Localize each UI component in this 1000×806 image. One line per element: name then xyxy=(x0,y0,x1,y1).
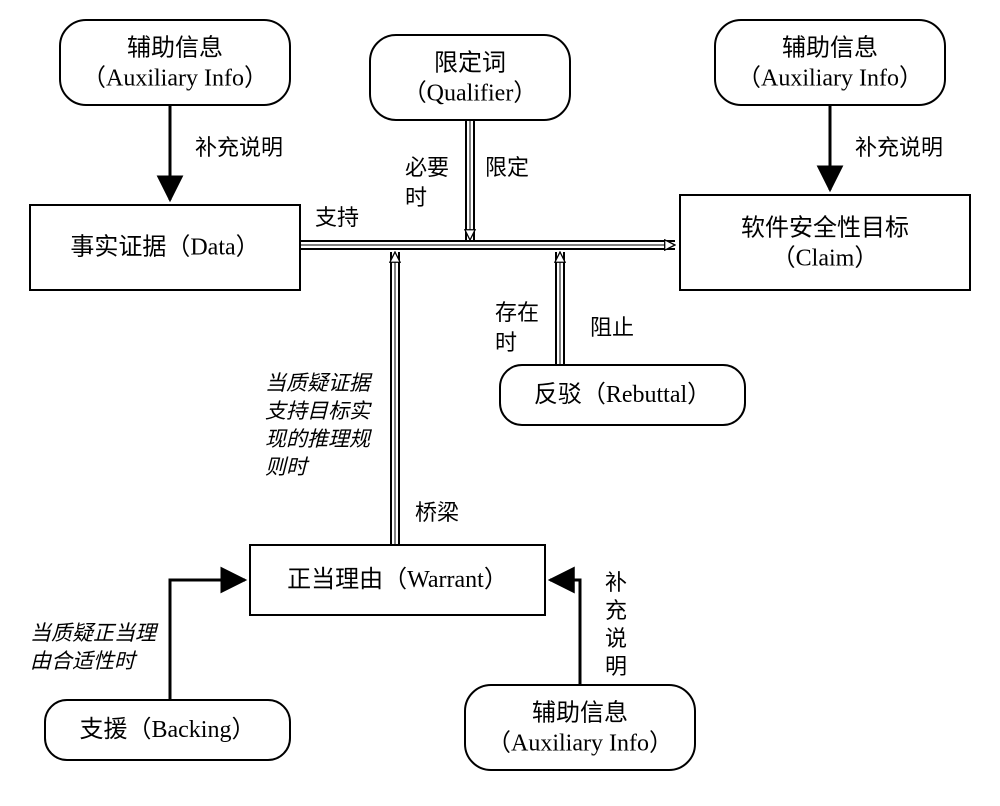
label-l2: 补充说明 xyxy=(855,135,943,160)
node-text: 正当理由（Warrant） xyxy=(287,566,508,593)
node-text: （Auxiliary Info） xyxy=(487,731,673,757)
node-text: 软件安全性目标 xyxy=(741,215,909,242)
node-text: （Auxiliary Info） xyxy=(82,66,268,92)
label-v1: 补 xyxy=(605,570,627,595)
node-backing: 支援（Backing） xyxy=(45,700,290,760)
label-l4a: 必要 xyxy=(405,155,449,180)
label-l5: 限定 xyxy=(485,155,529,180)
node-aux_b: 辅助信息 （Auxiliary Info） xyxy=(465,685,695,770)
label-l3: 支持 xyxy=(315,205,359,230)
label-w_note3: 现的推理规 xyxy=(265,427,373,451)
label-l4b: 时 xyxy=(405,185,427,210)
node-text: 支援（Backing） xyxy=(80,716,256,743)
node-text: 限定词 xyxy=(434,50,506,77)
label-b_note2: 由合适性时 xyxy=(30,649,138,673)
label-l8: 桥梁 xyxy=(415,500,459,525)
edge-backing_to_warrant xyxy=(170,580,245,700)
label-w_note1: 当质疑证据 xyxy=(265,371,373,395)
label-l6a: 存在 xyxy=(495,300,539,325)
diagram-canvas: 辅助信息 （Auxiliary Info） 限定词 （Qualifier） 辅助信息 （A… xyxy=(0,0,1000,806)
node-text: 辅助信息 xyxy=(127,35,223,62)
label-l7: 阻止 xyxy=(590,315,634,340)
label-v2: 充 xyxy=(605,598,627,623)
label-v4: 明 xyxy=(605,654,627,679)
node-text: （Claim） xyxy=(772,246,879,272)
node-aux_tl: 辅助信息 （Auxiliary Info） xyxy=(60,20,290,105)
node-qualifier: 限定词 （Qualifier） xyxy=(370,35,570,120)
node-text: 辅助信息 xyxy=(782,35,878,62)
node-rebuttal: 反驳（Rebuttal） xyxy=(500,365,745,425)
node-text: （Auxiliary Info） xyxy=(737,66,923,92)
node-claim: 软件安全性目标 （Claim） xyxy=(680,195,970,290)
node-text: （Qualifier） xyxy=(403,81,538,107)
label-l6b: 时 xyxy=(495,330,517,355)
node-text: 事实证据（Data） xyxy=(70,234,259,261)
node-aux_tr: 辅助信息 （Auxiliary Info） xyxy=(715,20,945,105)
label-l1: 补充说明 xyxy=(195,135,283,160)
label-w_note2: 支持目标实 xyxy=(265,399,372,423)
label-v3: 说 xyxy=(605,626,627,651)
edge-aux_b_to_warrant xyxy=(550,580,580,685)
label-w_note4: 则时 xyxy=(265,455,310,479)
node-data: 事实证据（Data） xyxy=(30,205,300,290)
node-text: 反驳（Rebuttal） xyxy=(534,381,711,408)
node-text: 辅助信息 xyxy=(532,700,628,727)
label-b_note1: 当质疑正当理 xyxy=(30,621,159,645)
node-warrant: 正当理由（Warrant） xyxy=(250,545,545,615)
